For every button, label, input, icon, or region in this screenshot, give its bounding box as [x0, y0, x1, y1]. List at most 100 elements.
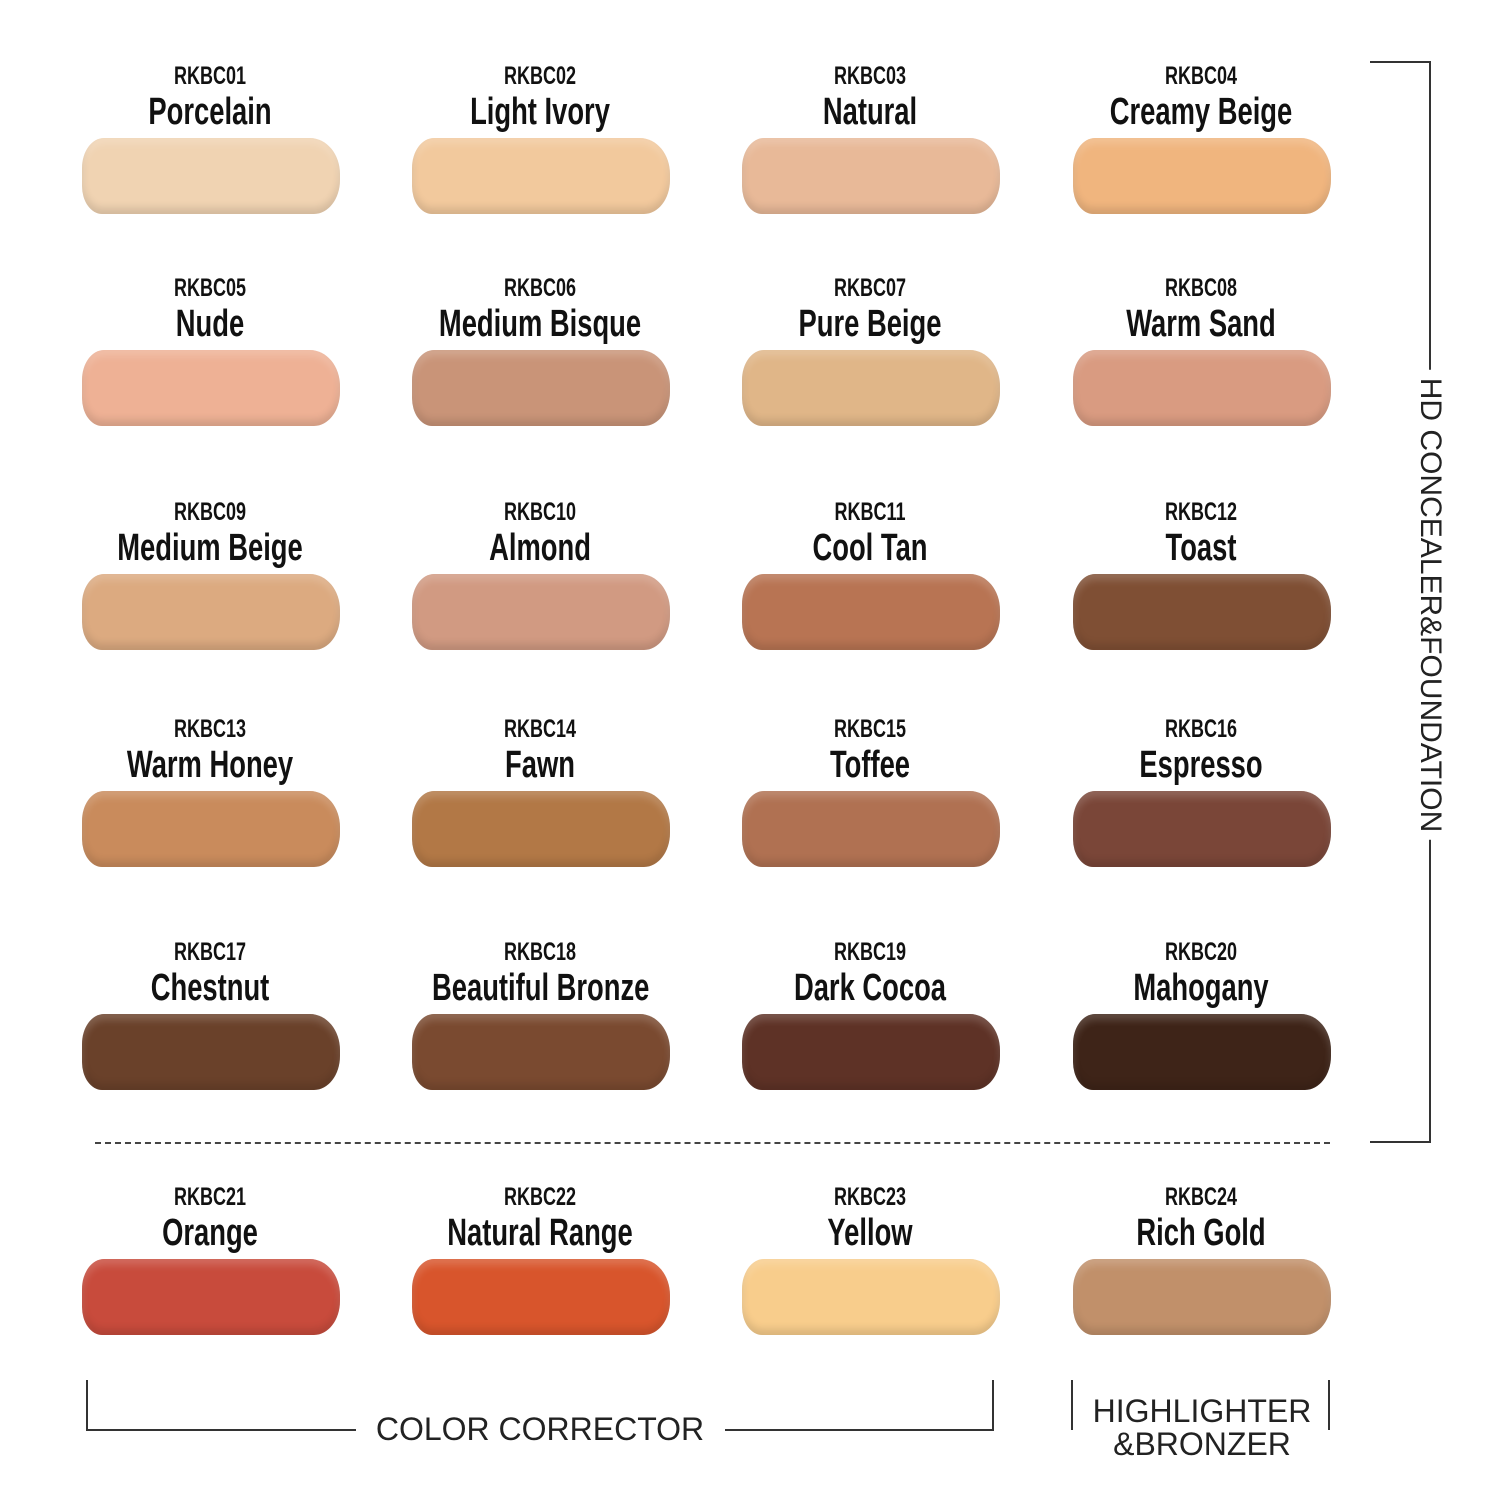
shade-name: Almond — [489, 527, 591, 569]
highlighter-bracket-right — [1328, 1380, 1330, 1430]
section-divider — [95, 1142, 1330, 1144]
shade-swatch — [412, 791, 670, 867]
shade-code: RKBC07 — [833, 274, 907, 302]
shade-swatch — [82, 1014, 340, 1090]
shade-name: Mahogany — [1133, 967, 1269, 1009]
bracket-top-tick — [1370, 61, 1430, 63]
shade-swatch — [412, 350, 670, 426]
shade-code: RKBC13 — [173, 715, 247, 743]
shade-code: RKBC18 — [503, 938, 577, 966]
shade-name: Yellow — [827, 1212, 913, 1254]
shade-swatch — [82, 1259, 340, 1335]
shade-swatch — [412, 1014, 670, 1090]
shade-name: Nude — [175, 303, 245, 345]
shade-name: Light Ivory — [470, 91, 610, 133]
shade-code: RKBC08 — [1164, 274, 1238, 302]
shade-item: RKBC18 Beautiful Bronze — [390, 938, 690, 1090]
shade-code: RKBC14 — [503, 715, 577, 743]
shade-name: Dark Cocoa — [793, 967, 947, 1009]
shade-code: RKBC21 — [173, 1183, 247, 1211]
shade-swatch — [412, 574, 670, 650]
shade-item: RKBC17 Chestnut — [60, 938, 360, 1090]
shade-item: RKBC11 Cool Tan — [720, 498, 1020, 650]
shade-swatch — [742, 138, 1000, 214]
shade-swatch — [412, 1259, 670, 1335]
shade-item: RKBC16 Espresso — [1051, 715, 1351, 867]
shade-code: RKBC02 — [503, 62, 577, 90]
corrector-bracket-line-right — [725, 1429, 994, 1431]
shade-name: Espresso — [1139, 744, 1263, 786]
shade-item: RKBC10 Almond — [390, 498, 690, 650]
shade-code: RKBC05 — [173, 274, 247, 302]
shade-item: RKBC13 Warm Honey — [60, 715, 360, 867]
shade-item: RKBC08 Warm Sand — [1051, 274, 1351, 426]
shade-item: RKBC01 Porcelain — [60, 62, 360, 214]
shade-name: Creamy Beige — [1109, 91, 1293, 133]
shade-code: RKBC16 — [1164, 715, 1238, 743]
shade-code: RKBC24 — [1164, 1183, 1238, 1211]
shade-swatch — [742, 791, 1000, 867]
shade-name: Beautiful Bronze — [432, 967, 650, 1009]
shade-item: RKBC06 Medium Bisque — [390, 274, 690, 426]
highlighter-bracket-left — [1071, 1380, 1073, 1430]
shade-item: RKBC19 Dark Cocoa — [720, 938, 1020, 1090]
corrector-section-label: COLOR CORRECTOR — [375, 1411, 705, 1447]
shade-name: Medium Bisque — [438, 303, 642, 345]
shade-code: RKBC04 — [1164, 62, 1238, 90]
shade-swatch — [742, 1259, 1000, 1335]
shade-swatch — [1073, 574, 1331, 650]
shade-swatch — [742, 1014, 1000, 1090]
shade-item: RKBC21 Orange — [60, 1183, 360, 1335]
shade-item: RKBC05 Nude — [60, 274, 360, 426]
shade-swatch — [742, 350, 1000, 426]
shade-item: RKBC07 Pure Beige — [720, 274, 1020, 426]
shade-code: RKBC03 — [833, 62, 907, 90]
shade-name: Porcelain — [148, 91, 272, 133]
shade-item: RKBC22 Natural Range — [390, 1183, 690, 1335]
foundation-section-label: HD CONCEALER&FOUNDATION — [1413, 369, 1447, 841]
shade-name: Rich Gold — [1136, 1212, 1266, 1254]
shade-swatch — [82, 350, 340, 426]
shade-code: RKBC20 — [1164, 938, 1238, 966]
shade-code: RKBC22 — [503, 1183, 577, 1211]
shade-name: Pure Beige — [798, 303, 942, 345]
shade-swatch — [1073, 138, 1331, 214]
shade-name: Natural Range — [447, 1212, 633, 1254]
shade-item: RKBC02 Light Ivory — [390, 62, 690, 214]
shade-name: Medium Beige — [117, 527, 303, 569]
shade-name: Fawn — [505, 744, 575, 786]
shade-swatch — [1073, 1014, 1331, 1090]
shade-item: RKBC09 Medium Beige — [60, 498, 360, 650]
shade-item: RKBC12 Toast — [1051, 498, 1351, 650]
shade-item: RKBC23 Yellow — [720, 1183, 1020, 1335]
shade-code: RKBC15 — [833, 715, 907, 743]
shade-name: Warm Honey — [126, 744, 294, 786]
shade-name: Toast — [1165, 527, 1237, 569]
shade-code: RKBC11 — [834, 498, 906, 526]
corrector-bracket-left — [86, 1380, 88, 1430]
shade-code: RKBC01 — [173, 62, 247, 90]
highlighter-label-line2: &BRONZER — [1113, 1426, 1291, 1462]
shade-item: RKBC03 Natural — [720, 62, 1020, 214]
shade-name: Warm Sand — [1126, 303, 1276, 345]
shade-code: RKBC10 — [503, 498, 577, 526]
shade-code: RKBC17 — [173, 938, 247, 966]
shade-swatch — [1073, 1259, 1331, 1335]
shade-item: RKBC20 Mahogany — [1051, 938, 1351, 1090]
shade-code: RKBC06 — [503, 274, 577, 302]
shade-code: RKBC19 — [833, 938, 907, 966]
shade-item: RKBC15 Toffee — [720, 715, 1020, 867]
highlighter-label-line1: HIGHLIGHTER — [1092, 1393, 1312, 1429]
shade-code: RKBC12 — [1164, 498, 1238, 526]
shade-name: Orange — [162, 1212, 258, 1254]
shade-swatch — [412, 138, 670, 214]
shade-name: Cool Tan — [812, 527, 928, 569]
corrector-bracket-right — [992, 1380, 994, 1430]
shade-swatch — [82, 791, 340, 867]
highlighter-section-label: HIGHLIGHTER &BRONZER — [1082, 1395, 1322, 1461]
shade-item: RKBC24 Rich Gold — [1051, 1183, 1351, 1335]
shade-swatch — [1073, 791, 1331, 867]
shade-swatch — [1073, 350, 1331, 426]
shade-swatch — [82, 138, 340, 214]
bracket-bottom-tick — [1370, 1141, 1430, 1143]
